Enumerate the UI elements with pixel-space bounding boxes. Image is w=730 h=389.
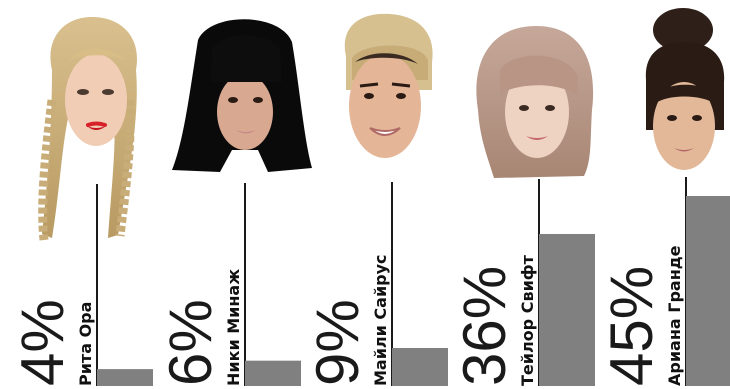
portrait-taylor-swift: [476, 26, 594, 178]
category-label: Тейлор Свифт: [518, 254, 537, 386]
bar: [245, 360, 301, 386]
category-label: Рита Ора: [76, 302, 95, 386]
value-label: 4%: [9, 299, 76, 386]
value-label: 6%: [157, 299, 224, 386]
portrait-miley-cyrus: [344, 13, 433, 158]
bar: [539, 234, 595, 386]
value-label: 36%: [451, 266, 518, 386]
value-label: 9%: [304, 299, 371, 386]
bar: [97, 369, 153, 386]
portrait-nicki-minaj: [172, 19, 312, 173]
portrait-ariana-grande: [645, 8, 725, 170]
bar: [686, 196, 730, 386]
category-label: Ариана Гранде: [665, 245, 684, 386]
portrait-rita-ora: [38, 16, 137, 241]
category-label: Ники Минаж: [224, 269, 243, 386]
bar: [392, 348, 448, 386]
value-label: 45%: [598, 266, 665, 386]
category-label: Майли Сайрус: [371, 254, 390, 386]
